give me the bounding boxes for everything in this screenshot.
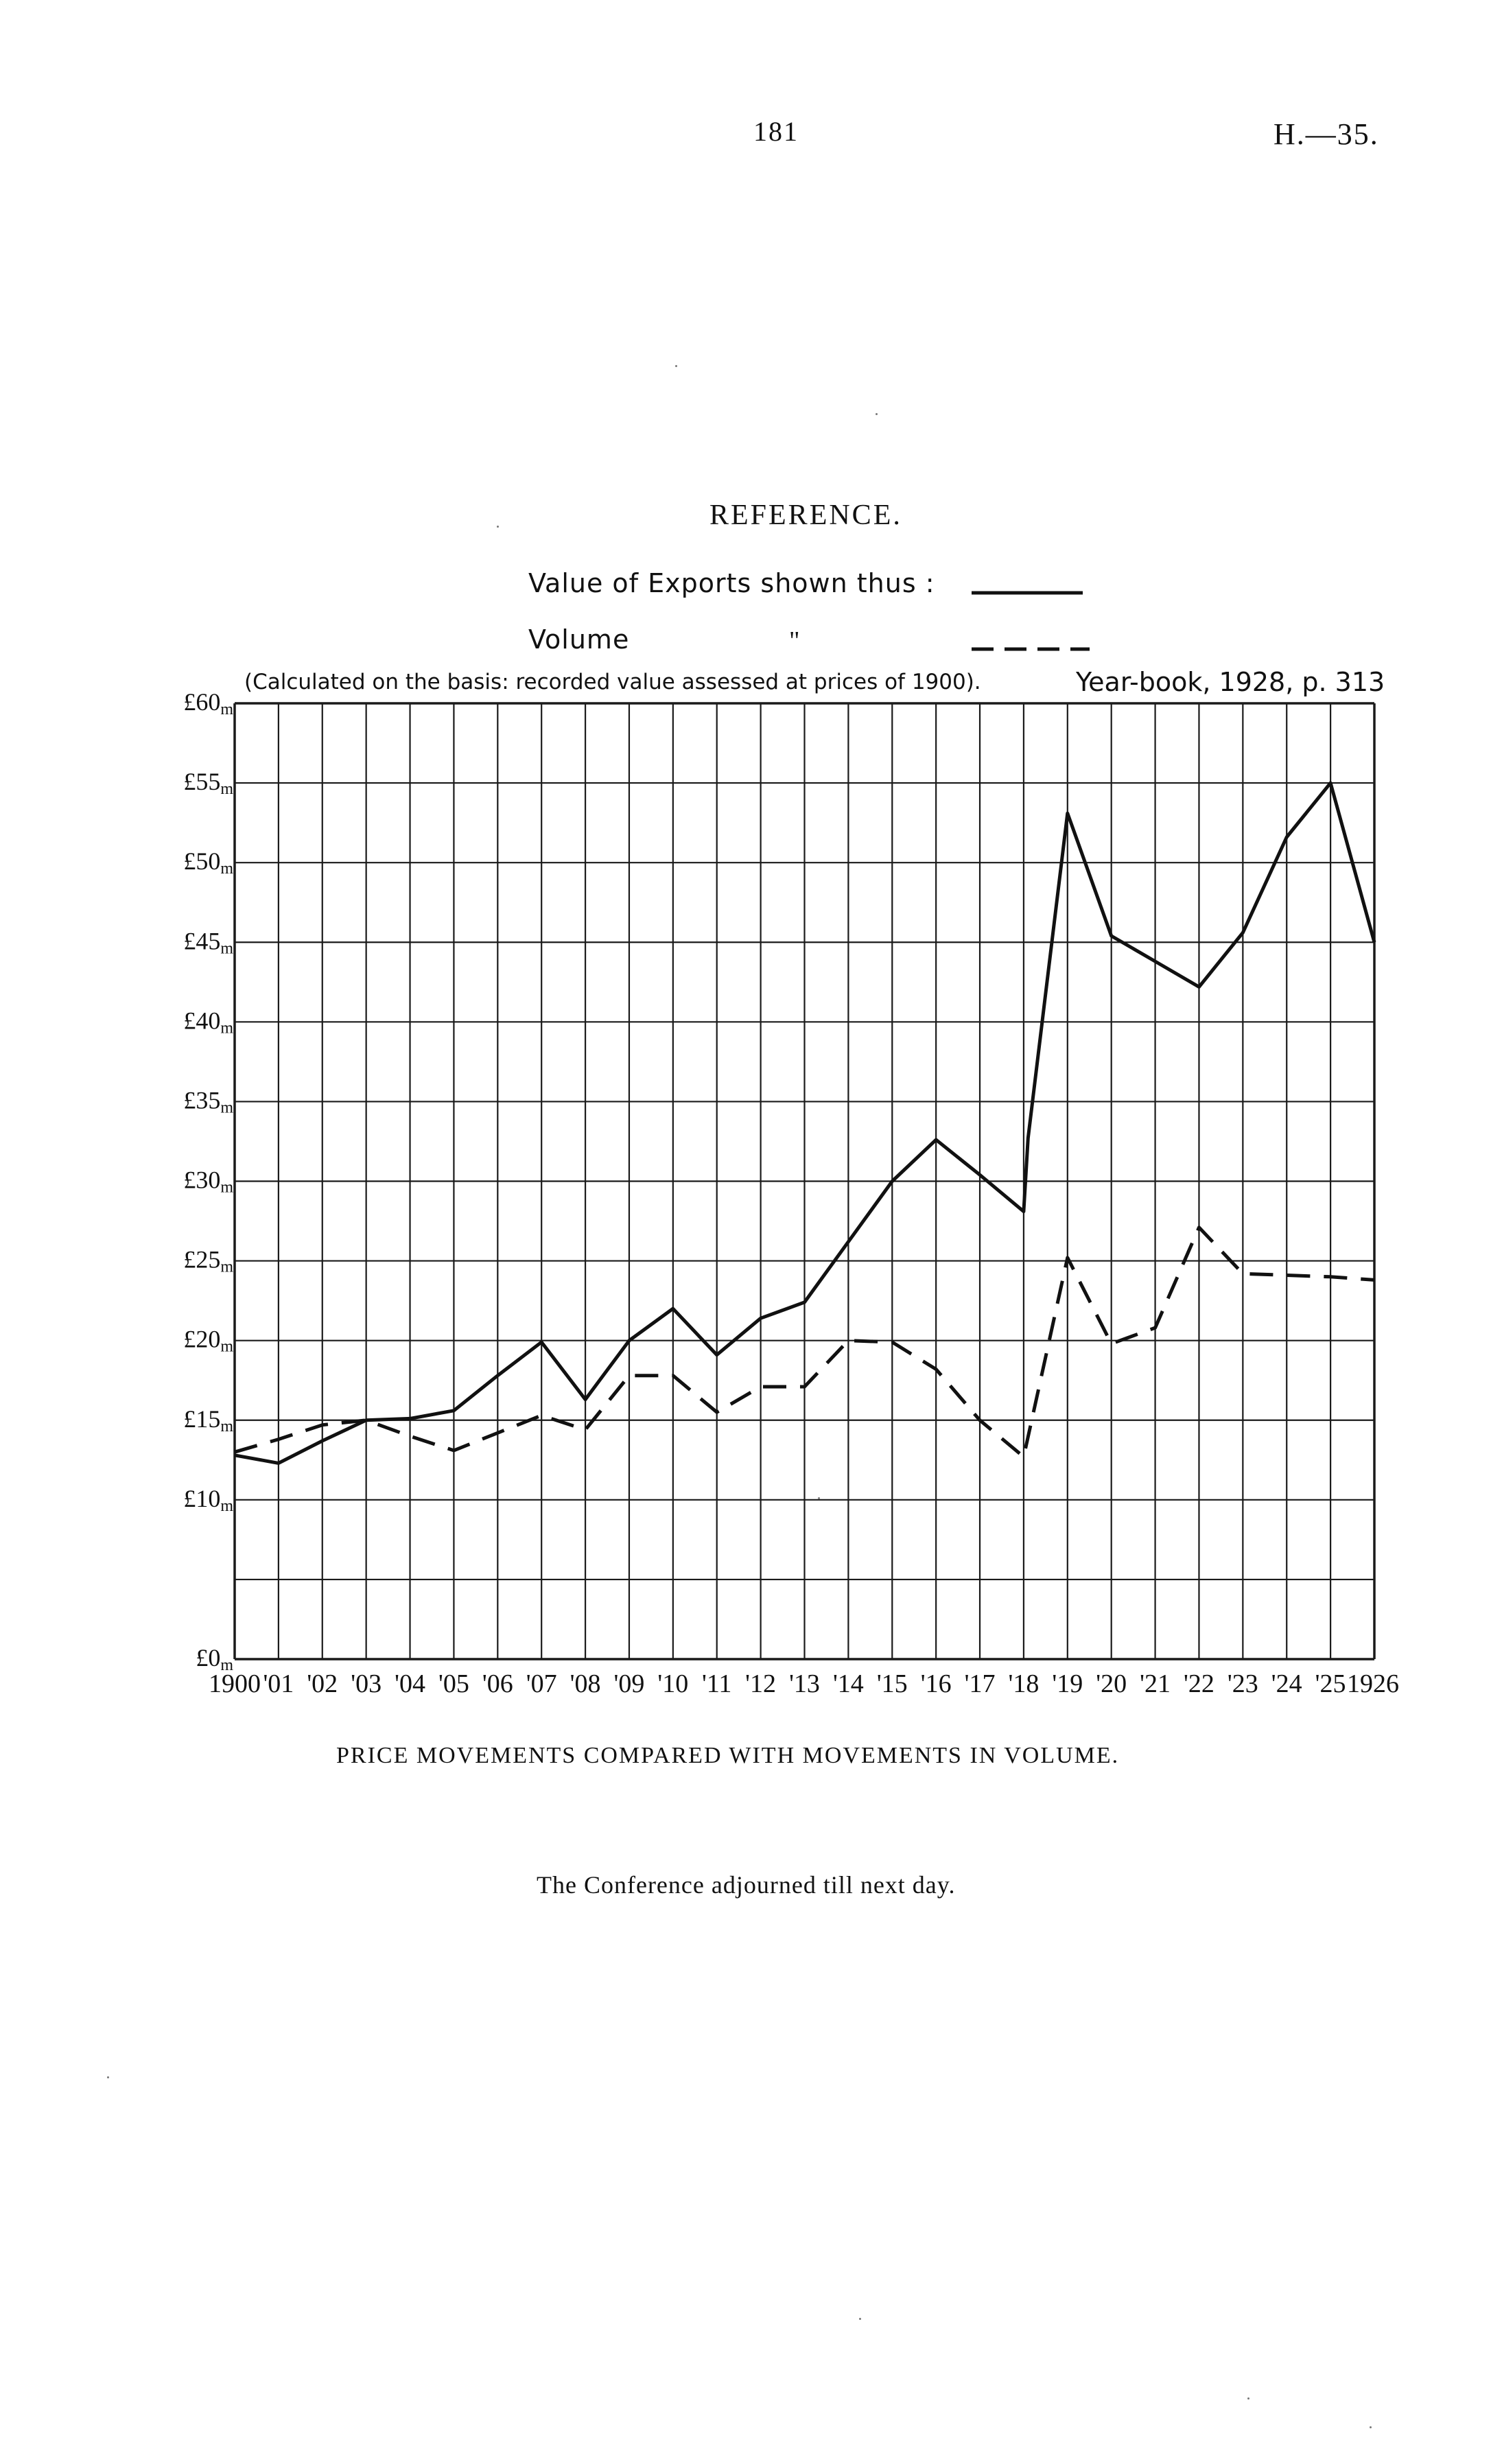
x-tick-label: '02 — [307, 1669, 338, 1698]
volume-series-line — [234, 1225, 1375, 1459]
x-tick-label: '03 — [351, 1669, 381, 1698]
x-tick-label: '21 — [1140, 1669, 1171, 1698]
scan-speck — [859, 2318, 861, 2320]
x-tick-label: '15 — [877, 1669, 908, 1698]
x-tick-label: '09 — [614, 1669, 645, 1698]
x-tick-label: '08 — [570, 1669, 601, 1698]
x-tick-label: '05 — [438, 1669, 469, 1698]
scan-speck — [497, 526, 499, 528]
y-tick-label: £50m — [183, 847, 233, 878]
x-tick-label: '22 — [1184, 1669, 1214, 1698]
x-tick-label: '07 — [526, 1669, 557, 1698]
chart-series — [234, 781, 1376, 1465]
legend-volume-label: Volume — [528, 624, 630, 655]
x-tick-label: '06 — [482, 1669, 513, 1698]
x-tick-label: '11 — [702, 1669, 731, 1698]
value-series-line — [234, 781, 1376, 1465]
y-tick-label: £40m — [183, 1007, 233, 1037]
reference-title: REFERENCE. — [709, 500, 902, 531]
x-tick-label: '13 — [789, 1669, 820, 1698]
y-tick-label: £30m — [183, 1166, 233, 1197]
closing-line: The Conference adjourned till next day. — [537, 1871, 956, 1899]
document-reference: H.—35. — [1273, 117, 1379, 151]
legend-ditto-mark: " — [789, 626, 800, 655]
y-axis-ticks: £0m £10m £15m £20m £25m £30m £35m £40m £45m £50m £… — [183, 688, 233, 1674]
chart-caption: PRICE MOVEMENTS COMPARED WITH MOVEMENTS … — [336, 1743, 1120, 1768]
x-tick-label: '14 — [833, 1669, 864, 1698]
scan-speck — [818, 1497, 820, 1499]
x-axis-ticks: 1900'01 '02 '03 '04 '05 '06 '07 '08 '09 '10 '11 '12… — [209, 1669, 1399, 1698]
y-tick-label: £25m — [183, 1246, 233, 1276]
y-tick-label: £60m — [183, 688, 233, 718]
legend-solid-line-sample — [972, 591, 1083, 595]
scan-speck — [675, 365, 677, 367]
legend-dashed-line-sample — [972, 647, 1090, 651]
x-tick-label: '12 — [745, 1669, 776, 1698]
x-tick-label: 1926 — [1347, 1669, 1399, 1698]
scan-speck — [1370, 2426, 1372, 2428]
x-tick-label: '20 — [1096, 1669, 1127, 1698]
x-tick-label: '17 — [965, 1669, 996, 1698]
chart-grid — [233, 702, 1376, 1661]
x-tick-label: '18 — [1008, 1669, 1039, 1698]
x-tick-label: '23 — [1228, 1669, 1258, 1698]
scan-speck — [1247, 2397, 1249, 2400]
page-number: 181 — [753, 116, 799, 147]
x-tick-label: 1900 — [209, 1669, 261, 1698]
x-tick-label: '25 — [1315, 1669, 1346, 1698]
y-tick-label: £10m — [183, 1485, 233, 1515]
y-tick-label: £45m — [183, 927, 233, 957]
scan-speck — [876, 413, 878, 415]
y-tick-label: £0m — [196, 1644, 233, 1674]
x-tick-label: '10 — [657, 1669, 688, 1698]
scan-speck — [107, 2076, 109, 2078]
x-tick-label: '16 — [921, 1669, 952, 1698]
x-tick-label: '04 — [395, 1669, 425, 1698]
source-note: Year-book, 1928, p. 313 — [1076, 667, 1385, 697]
y-tick-label: £20m — [183, 1326, 233, 1356]
x-tick-label: '01 — [263, 1669, 294, 1698]
y-tick-label: £35m — [183, 1086, 233, 1116]
x-tick-label: '19 — [1052, 1669, 1083, 1698]
x-tick-label: '24 — [1271, 1669, 1302, 1698]
calculation-note: (Calculated on the basis: recorded value… — [244, 670, 981, 694]
y-tick-label: £15m — [183, 1405, 233, 1435]
y-tick-label: £55m — [183, 768, 233, 798]
legend-value-label: Value of Exports shown thus : — [528, 568, 935, 598]
